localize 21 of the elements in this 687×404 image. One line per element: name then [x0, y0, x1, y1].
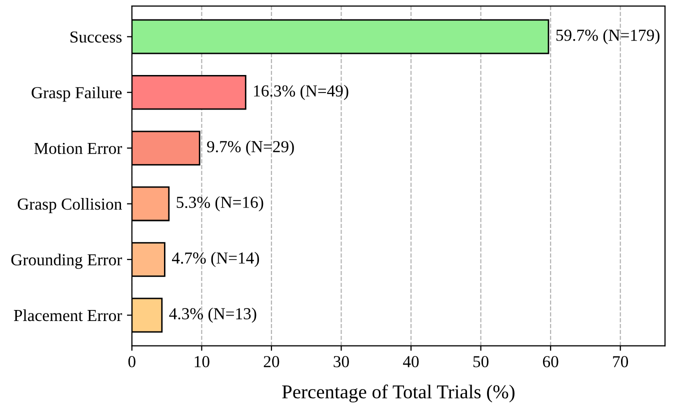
y-tick-label: Success — [70, 31, 122, 43]
y-tick-label: Grasp Collision — [18, 198, 122, 214]
y-tick-label: Motion Error — [34, 142, 122, 154]
x-tick-label: 30 — [334, 356, 349, 368]
data-label: 16.3% (N=49) — [254, 84, 348, 100]
y-tick-label: Placement Error — [14, 309, 122, 322]
y-tick-label: Grounding Error — [11, 254, 122, 269]
data-label: 59.7% (N=179) — [556, 29, 660, 44]
y-tick-label: Grasp Failure — [32, 86, 122, 102]
x-tick-label: 10 — [194, 356, 210, 368]
x-tick-label: 20 — [264, 356, 280, 368]
x-tick-label: 70 — [613, 356, 628, 368]
data-label: 9.7% (N=29) — [207, 140, 294, 156]
x-tick-label: 60 — [542, 356, 558, 368]
data-label: 5.3% (N=16) — [176, 196, 264, 212]
data-label: 4.3% (N=13) — [169, 308, 256, 323]
x-tick-label: 50 — [473, 356, 488, 368]
x-tick-label: 40 — [403, 356, 419, 368]
x-axis-title: Percentage of Total Trials (%) — [282, 384, 514, 402]
x-tick-label: 0 — [128, 356, 136, 368]
data-label: 4.7% (N=14) — [172, 252, 259, 268]
